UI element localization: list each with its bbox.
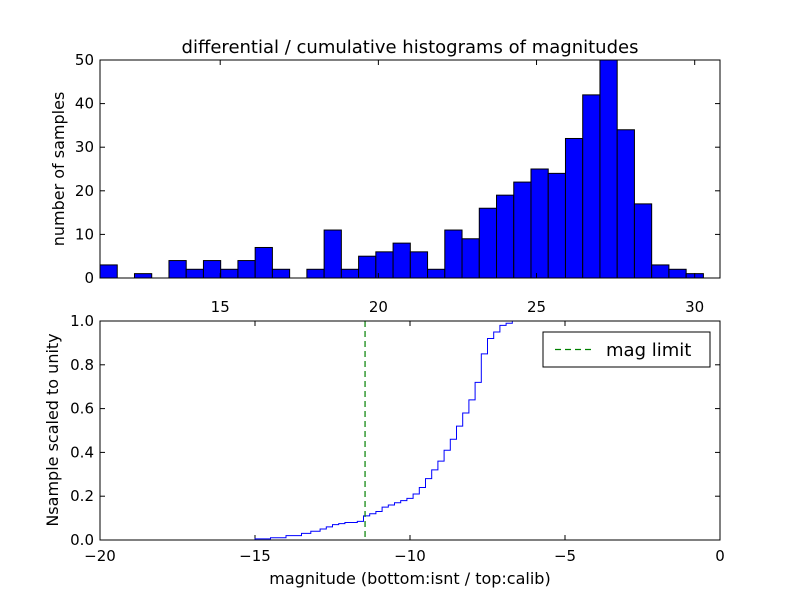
cumulative-y-ticks: 0.0 0.2 0.4 0.6 0.8 1.0 — [70, 312, 720, 549]
histogram-axes-frame — [99, 59, 721, 279]
histogram-bar — [392, 242, 411, 279]
histogram-bar — [168, 260, 187, 279]
x-tick-label: −20 — [84, 547, 116, 565]
histogram-plot: differential / cumulative histograms of … — [49, 37, 721, 316]
histogram-bar — [513, 181, 532, 279]
histogram-bar — [616, 129, 635, 279]
histogram-bar — [461, 238, 480, 279]
cumulative-axes-frame — [99, 320, 721, 541]
histogram-bar — [271, 268, 291, 279]
histogram-bar — [358, 255, 377, 279]
y-tick-label: 10 — [75, 225, 94, 243]
y-tick-label: 1.0 — [70, 312, 94, 330]
y-tick-label: 30 — [75, 138, 94, 156]
histogram-title: differential / cumulative histograms of … — [182, 37, 639, 58]
histogram-bar — [651, 264, 670, 279]
y-tick-label: 0.6 — [70, 400, 94, 418]
x-tick-label: −15 — [239, 547, 271, 565]
cumulative-x-label: magnitude (bottom:isnt / top:calib) — [269, 569, 550, 588]
x-tick-label: 30 — [685, 298, 704, 316]
histogram-bar — [323, 229, 342, 279]
histogram-bar — [133, 273, 153, 279]
histogram-bar — [530, 168, 549, 279]
y-tick-label: 0.8 — [70, 356, 94, 374]
x-tick-label: 15 — [211, 298, 230, 316]
histogram-bar — [220, 268, 239, 279]
histogram-y-label: number of samples — [49, 92, 68, 247]
x-tick-label: −10 — [394, 547, 426, 565]
x-tick-label: −5 — [554, 547, 576, 565]
y-tick-label: 50 — [75, 51, 94, 69]
histogram-bar — [306, 268, 325, 279]
y-tick-label: 0.4 — [70, 443, 94, 461]
histogram-bars — [99, 59, 704, 279]
histogram-bar — [547, 172, 566, 279]
y-tick-label: 0 — [84, 269, 94, 287]
histogram-bar — [668, 268, 687, 279]
histogram-bar — [99, 264, 118, 279]
histogram-y-ticks: 0 10 20 30 40 50 — [75, 51, 720, 287]
histogram-bar — [409, 251, 429, 279]
x-tick-label: 0 — [715, 547, 725, 565]
histogram-bar — [582, 94, 601, 279]
histogram-bar — [254, 246, 273, 279]
histogram-bar — [496, 194, 515, 279]
histogram-bar — [444, 229, 463, 279]
histogram-bar — [340, 268, 360, 279]
legend-label-mag-limit: mag limit — [606, 340, 691, 361]
histogram-bar — [237, 260, 256, 279]
histogram-bar — [633, 203, 653, 279]
y-tick-label: 0.2 — [70, 487, 94, 505]
x-tick-label: 25 — [527, 298, 546, 316]
cumulative-step-line — [100, 320, 720, 541]
cumulative-y-label: Nsample scaled to unity — [43, 333, 62, 526]
histogram-bar — [427, 268, 446, 279]
y-tick-label: 40 — [75, 95, 94, 113]
legend: mag limit — [542, 331, 711, 368]
y-tick-label: 0.0 — [70, 531, 94, 549]
histogram-bar — [564, 137, 584, 279]
cumulative-plot: 0.0 0.2 0.4 0.6 0.8 1.0 −20 −15 −10 −5 0 magnitud… — [43, 312, 725, 588]
x-tick-label: 20 — [369, 298, 388, 316]
histogram-bar — [599, 59, 618, 279]
y-tick-label: 20 — [75, 182, 94, 200]
histogram-bar — [202, 260, 222, 279]
histogram-bar — [185, 268, 204, 279]
cumulative-x-ticks: −20 −15 −10 −5 0 — [84, 321, 725, 565]
histogram-bar — [478, 207, 498, 279]
histogram-x-ticks: 15 20 25 30 — [211, 60, 704, 316]
